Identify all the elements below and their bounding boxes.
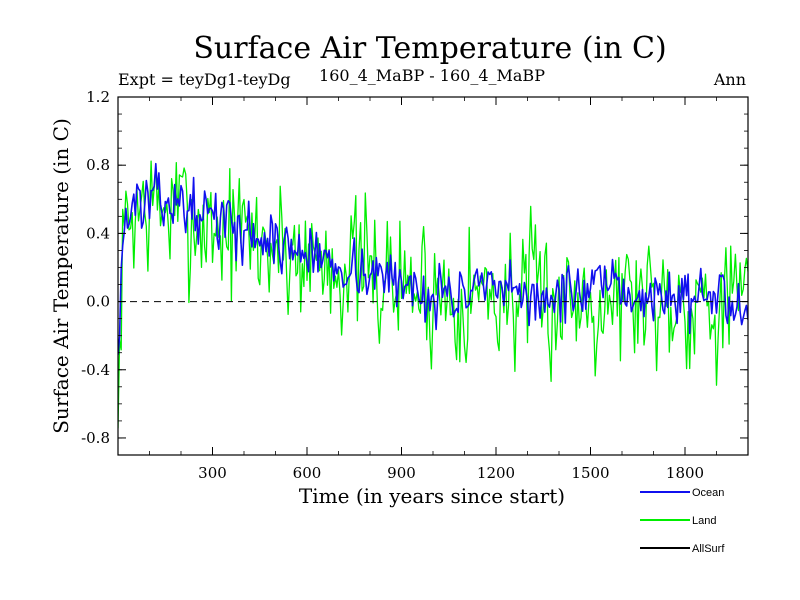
x-tick-label: 1200 — [477, 464, 515, 482]
plot-area — [117, 96, 749, 456]
legend: Ocean Land AllSurf — [640, 487, 725, 555]
y-tick-label: -0.8 — [81, 429, 110, 447]
x-tick-label: 600 — [293, 464, 322, 482]
subtitle-right: Ann — [713, 70, 746, 89]
x-axis-label: Time (in years since start) — [299, 484, 565, 508]
x-tick-label: 300 — [198, 464, 227, 482]
chart-title: Surface Air Temperature (in C) — [193, 31, 666, 66]
y-tick-label: 1.2 — [86, 88, 110, 106]
y-tick-label: 0.0 — [86, 293, 110, 311]
legend-label-allsurf: AllSurf — [692, 543, 725, 555]
legend-label-land: Land — [692, 515, 716, 527]
y-tick-label: -0.4 — [81, 361, 110, 379]
series-layer — [118, 160, 748, 429]
series-line-ocean — [118, 162, 748, 355]
x-axis: 300 600 900 1200 1500 1800 — [149, 97, 717, 482]
x-tick-label: 900 — [387, 464, 416, 482]
y-axis: -0.8 -0.4 0.0 0.4 0.8 1.2 — [81, 88, 748, 456]
subtitle-left: Expt = teyDg1-teyDg — [118, 70, 291, 89]
legend-label-ocean: Ocean — [692, 487, 724, 499]
y-axis-label: Surface Air Temperature (in C) — [49, 118, 73, 434]
x-tick-label: 1500 — [571, 464, 609, 482]
x-tick-label: 1800 — [666, 464, 704, 482]
y-tick-label: 0.8 — [86, 156, 110, 174]
plot-frame — [117, 96, 749, 456]
subtitle-center: 160_4_MaBP - 160_4_MaBP — [319, 66, 545, 85]
y-tick-label: 0.4 — [86, 224, 110, 242]
